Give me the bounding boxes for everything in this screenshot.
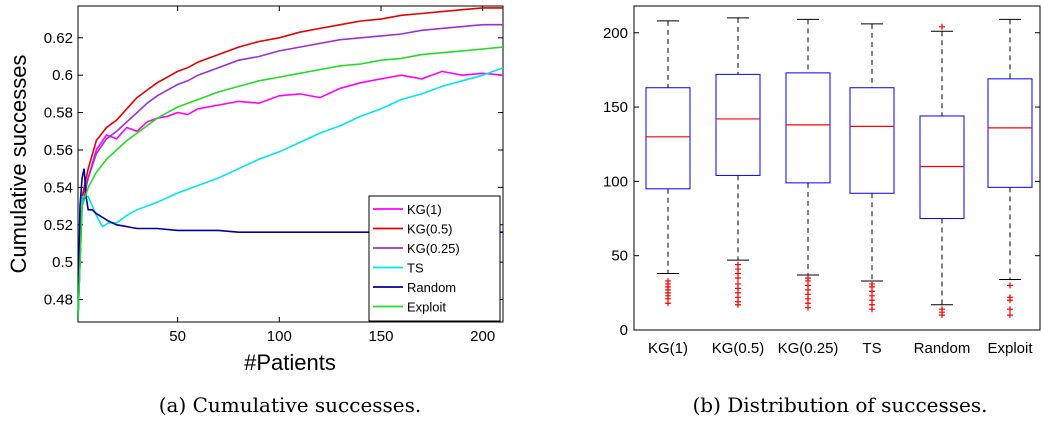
outlier-marker (1007, 294, 1013, 301)
outlier-marker (665, 277, 671, 284)
outlier-marker (939, 306, 945, 313)
y-tick-label: 0.5 (52, 254, 73, 271)
legend-label: KG(0.5) (407, 222, 453, 237)
legend-label: Random (407, 280, 456, 295)
y-tick-label: 100 (603, 173, 628, 190)
x-category-label: KG(0.5) (712, 340, 765, 357)
x-tick-label: 50 (169, 328, 186, 345)
iqr-box (849, 87, 895, 194)
x-category-label: Exploit (987, 340, 1033, 357)
outlier-marker (735, 280, 741, 287)
series-lines (77, 7, 504, 319)
y-tick-label: 0.56 (44, 142, 73, 159)
y-tick-label: 0.6 (52, 67, 73, 84)
series-line-ts (77, 66, 504, 319)
legend-box (368, 195, 501, 322)
x-category-label: KG(1) (648, 340, 688, 357)
y-ticks: 0 50 100 150 200 (603, 25, 1040, 339)
outlier-marker (735, 261, 741, 268)
box-kg-0-25- (785, 18, 831, 311)
outlier-marker (939, 23, 945, 30)
caption-a: (a) Cumulative successes. (159, 393, 422, 417)
legend-label: KG(0.25) (407, 241, 460, 256)
y-axis-label: Cumulative successes (6, 55, 31, 274)
iqr-box (645, 87, 691, 190)
y-tick-label: 0.58 (44, 105, 73, 122)
box-kg-1- (645, 20, 691, 307)
x-axis-label: #Patients (244, 350, 336, 375)
y-tick-label: 0 (620, 322, 628, 339)
y-tick-label: 50 (611, 248, 628, 265)
outlier-marker (869, 280, 875, 287)
legend-label: Exploit (407, 300, 446, 315)
x-category-label: KG(0.25) (778, 340, 839, 357)
boxes (645, 17, 1033, 319)
outlier-marker (1007, 306, 1013, 313)
y-tick-label: 150 (603, 99, 628, 116)
x-category-labels: KG(1) KG(0.5) KG(0.25) TS Random Exploit (648, 340, 1033, 357)
y-tick-label: 0.62 (44, 30, 73, 47)
y-ticks: 0.48 0.5 0.52 0.54 0.56 0.58 0.6 0.62 (44, 30, 503, 309)
y-tick-label: 200 (603, 25, 628, 42)
y-tick-label: 0.54 (44, 179, 73, 196)
y-tick-label: 0.52 (44, 217, 73, 234)
x-category-label: Random (914, 340, 971, 357)
legend: KG(1) KG(0.5) KG(0.25) TS Random Exploit (368, 195, 501, 322)
legend-label: KG(1) (407, 202, 442, 217)
series-line-kg-1- (77, 70, 504, 319)
series-line-exploit (77, 46, 504, 319)
box-ts (849, 23, 895, 313)
iqr-box (987, 78, 1033, 188)
iqr-box (715, 73, 761, 176)
line-chart-axes (77, 5, 504, 323)
x-tick-label: 100 (267, 328, 292, 345)
outlier-marker (805, 274, 811, 281)
series-line-kg-0-5- (77, 7, 503, 319)
outlier-marker (1007, 312, 1013, 319)
series-line-random (77, 168, 503, 319)
y-tick-label: 0.48 (44, 292, 73, 309)
box-kg-0-5- (715, 17, 761, 308)
caption-b: (b) Distribution of successes. (692, 393, 987, 417)
box-plot-axes (633, 5, 1041, 331)
line-chart-panel: 0.48 0.5 0.52 0.54 0.56 0.58 0.6 0.62 50 100 150 2… (6, 5, 504, 375)
x-ticks: 50 100 150 200 (169, 6, 495, 345)
box-plot-panel: 0 50 100 150 200 KG(1) KG(0.5) KG(0.25) TS Rando… (603, 5, 1041, 357)
x-category-label: TS (862, 340, 881, 357)
x-tick-label: 200 (470, 328, 495, 345)
series-line-kg-0-25- (77, 23, 503, 319)
x-tick-label: 150 (368, 328, 393, 345)
outlier-marker (1007, 282, 1013, 289)
iqr-box (785, 72, 831, 184)
iqr-box (919, 115, 965, 220)
legend-label: TS (407, 261, 424, 276)
box-random (919, 23, 965, 319)
box-exploit (987, 18, 1033, 319)
